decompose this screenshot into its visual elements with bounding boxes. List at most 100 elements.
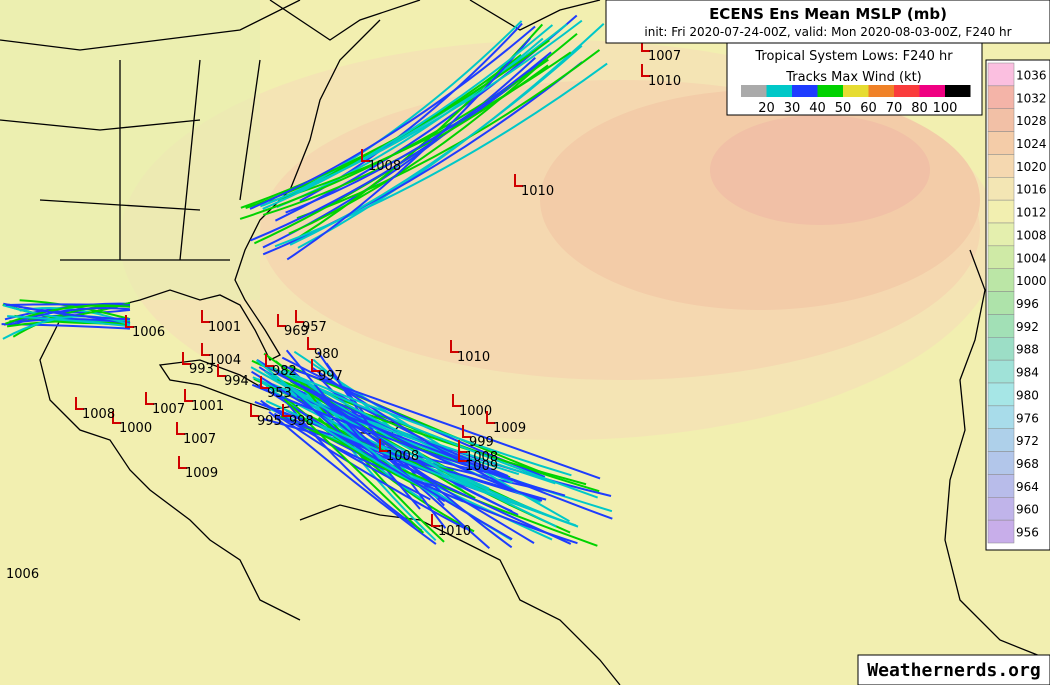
colorbar-swatch — [987, 245, 1015, 269]
low-label: 982 — [272, 364, 297, 379]
storm-track — [249, 25, 536, 210]
wind-swatch — [945, 85, 971, 97]
storm-track — [268, 411, 437, 545]
storm-track — [3, 307, 131, 326]
colorbar-swatch — [987, 62, 1015, 87]
storm-track — [8, 303, 131, 321]
low-label: 957 — [302, 320, 327, 335]
low-marker — [450, 340, 459, 353]
colorbar-swatch — [987, 428, 1015, 452]
low-label: 999 — [469, 435, 494, 450]
colorbar-label: 1036 — [1016, 68, 1047, 82]
low-marker — [201, 343, 210, 356]
legend-title: Tropical System Lows: F240 hr — [754, 49, 953, 64]
storm-track — [320, 396, 513, 513]
wind-label: 50 — [835, 101, 852, 116]
storm-track — [317, 351, 447, 529]
storm-track — [273, 412, 468, 531]
low-label: 1006 — [132, 325, 165, 340]
colorbar-swatch — [987, 85, 1015, 109]
storm-track — [281, 368, 572, 477]
storm-track — [262, 61, 583, 256]
colorbar-label: 1004 — [1016, 251, 1047, 265]
wind-swatch — [766, 85, 792, 97]
colorbar-label: 1024 — [1016, 137, 1047, 151]
colorbar-swatch — [987, 497, 1015, 521]
storm-track — [274, 62, 608, 248]
colorbar-label: 1016 — [1016, 183, 1047, 197]
colorbar-label: 996 — [1016, 297, 1039, 311]
colorbar: 1036 1032 1028 1024 1020 1016 1012 1008 1004 1000… — [985, 59, 1050, 551]
colorbar-label: 964 — [1016, 480, 1039, 494]
wind-swatch — [868, 85, 894, 97]
colorbar-swatch — [987, 474, 1015, 498]
storm-track — [5, 304, 131, 325]
low-label: 1001 — [191, 399, 224, 414]
low-marker — [112, 411, 121, 424]
low-label: 1008 — [82, 407, 115, 422]
storm-track — [269, 51, 572, 203]
low-marker — [307, 337, 316, 350]
colorbar-label: 1020 — [1016, 160, 1047, 174]
low-label: 1010 — [457, 350, 490, 365]
colorbar-label: 1032 — [1016, 91, 1047, 105]
low-marker — [176, 422, 185, 435]
wind-swatch — [792, 85, 818, 97]
low-label: 1008 — [368, 159, 401, 174]
low-label: 1004 — [208, 353, 241, 368]
colorbar-label: 988 — [1016, 343, 1039, 357]
colorbar-label: 980 — [1016, 388, 1039, 402]
low-label: 1007 — [648, 49, 681, 64]
low-label: 993 — [189, 362, 214, 377]
low-marker — [265, 354, 274, 367]
low-marker — [201, 310, 210, 323]
title: ECENS Ens Mean MSLP (mb) — [709, 5, 947, 23]
storm-track — [288, 57, 548, 235]
storm-track — [289, 44, 583, 246]
storm-track — [285, 51, 552, 214]
colorbar-swatch — [987, 199, 1015, 224]
storm-track — [260, 19, 583, 208]
wind-label: 40 — [809, 101, 826, 116]
storm-track — [296, 49, 601, 220]
wind-swatch — [817, 85, 843, 97]
low-label: 953 — [267, 386, 292, 401]
storm-track — [265, 400, 577, 527]
high-pressure — [710, 115, 930, 225]
low-marker — [145, 392, 154, 405]
wind-label: 30 — [784, 101, 801, 116]
storm-track — [285, 349, 421, 510]
storm-track — [278, 20, 523, 202]
wind-label: 100 — [933, 101, 958, 116]
watermark: Weathernerds.org — [867, 660, 1040, 681]
low-label: 1009 — [185, 466, 218, 481]
wind-swatch — [843, 85, 869, 97]
low-marker — [217, 364, 226, 377]
storm-track — [2, 315, 131, 340]
low-marker — [361, 149, 370, 162]
colorbar-label: 1028 — [1016, 114, 1047, 128]
low-label: 1000 — [459, 404, 492, 419]
subtitle: init: Fri 2020-07-24-00Z, valid: Mon 202… — [644, 25, 1011, 39]
low-marker — [452, 394, 461, 407]
low-label: 998 — [289, 414, 314, 429]
low-marker — [295, 310, 304, 323]
colorbar-label: 956 — [1016, 526, 1039, 540]
colorbar-label: 1012 — [1016, 206, 1047, 220]
colorbar-label: 1000 — [1016, 274, 1047, 288]
low-label: 980 — [314, 347, 339, 362]
low-marker — [75, 397, 84, 410]
wind-label: 20 — [758, 101, 775, 116]
storm-track — [251, 370, 535, 544]
colorbar-label: 968 — [1016, 457, 1039, 471]
low-marker — [184, 389, 193, 402]
wind-swatch — [741, 85, 767, 97]
land-tint — [0, 0, 260, 300]
colorbar-label: 1008 — [1016, 228, 1047, 242]
colorbar-swatch — [987, 314, 1015, 338]
low-label: 1009 — [465, 459, 498, 474]
low-marker — [486, 411, 495, 424]
